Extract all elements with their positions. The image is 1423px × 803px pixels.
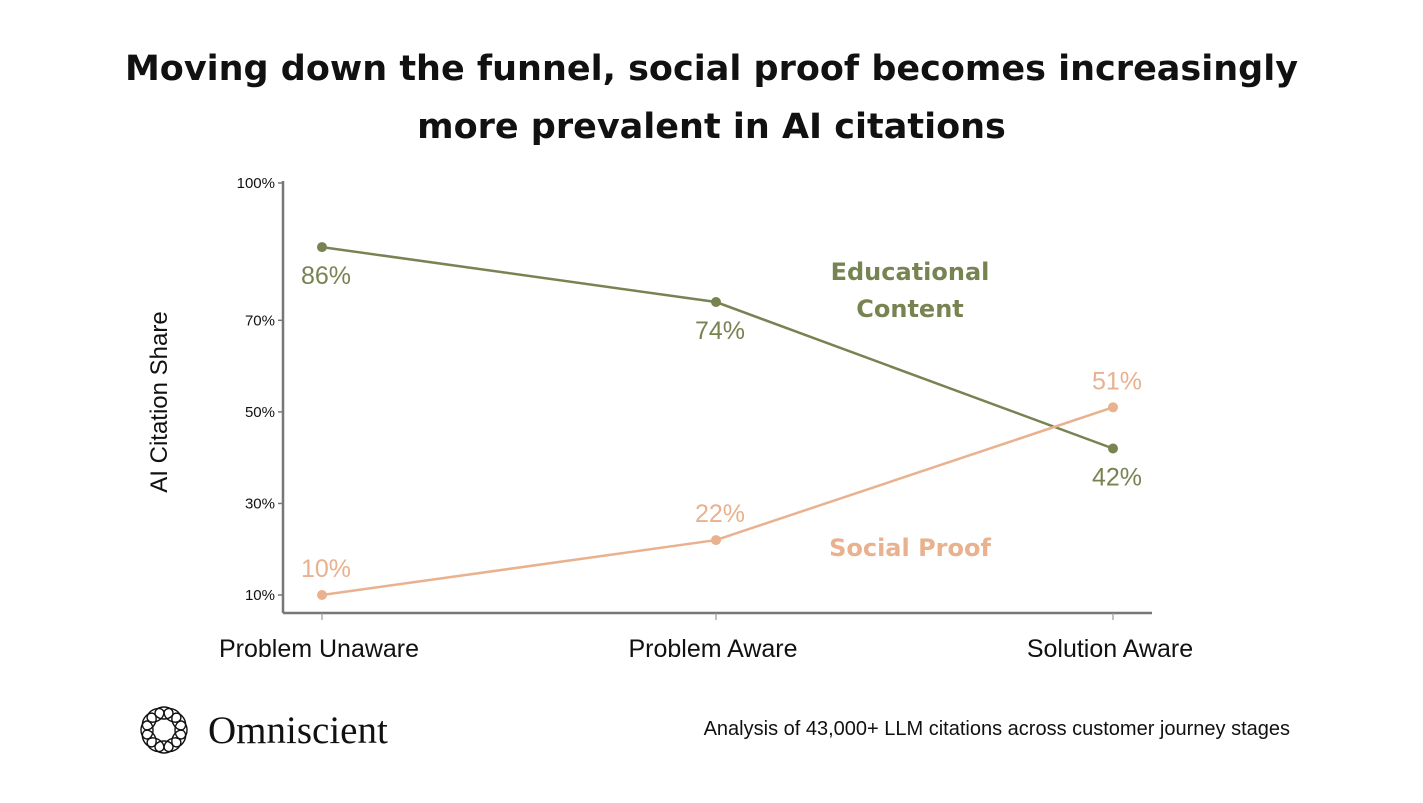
data-point (711, 535, 721, 546)
x-tick-label: Solution Aware (1027, 635, 1193, 663)
data-label: 22% (695, 500, 745, 528)
data-point (711, 297, 721, 308)
footnote: Analysis of 43,000+ LLM citations across… (703, 718, 1290, 740)
series-legend-label: Content (856, 295, 964, 323)
logo-petal (171, 729, 187, 748)
chart-title: Moving down the funnel, social proof bec… (0, 40, 1423, 156)
y-tick-label: 100% (237, 175, 275, 192)
logo-petal (140, 720, 154, 740)
y-tick-label: 10% (245, 587, 275, 604)
logo-petal (154, 740, 174, 754)
x-tick-label: Problem Aware (628, 635, 797, 663)
data-point (317, 590, 327, 600)
data-label: 42% (1092, 464, 1142, 492)
logo-petal (154, 706, 174, 720)
omniscient-logo-icon (140, 706, 188, 754)
series-line-educational-content (321, 245, 1114, 450)
data-point (317, 242, 327, 253)
logo-petal (141, 712, 157, 731)
chart-title-line-2: more prevalent in AI citations (417, 107, 1006, 147)
logo-petal (174, 720, 188, 740)
brand-logo: Omniscient (136, 702, 388, 758)
data-label: 86% (301, 262, 351, 290)
y-tick-label: 50% (245, 404, 275, 421)
brand-name: Omniscient (208, 708, 388, 752)
chart-title-line-1: Moving down the funnel, social proof bec… (124, 49, 1299, 89)
logo-petal (171, 712, 187, 731)
data-point (1108, 443, 1118, 454)
data-label: 10% (301, 555, 351, 583)
logo-petal (141, 729, 157, 748)
x-tick-label: Problem Unaware (219, 635, 419, 663)
series-legend-label: Educational (831, 258, 990, 286)
data-point (1108, 402, 1118, 413)
logo-petal (163, 707, 182, 723)
y-tick-label: 30% (245, 495, 275, 512)
logo-petal (163, 737, 182, 753)
y-tick-label: 70% (245, 312, 275, 329)
series-legend-label: Social Proof (829, 534, 991, 562)
data-label: 74% (695, 317, 745, 345)
data-label: 51% (1092, 367, 1142, 395)
logo-petal (146, 737, 165, 753)
logo-petal (146, 707, 165, 723)
